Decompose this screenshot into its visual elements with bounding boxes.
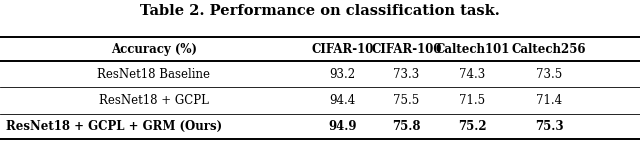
Text: 71.4: 71.4	[536, 94, 562, 107]
Text: 75.8: 75.8	[392, 120, 420, 133]
Text: 94.9: 94.9	[328, 120, 356, 133]
Text: 75.5: 75.5	[393, 94, 420, 107]
Text: 75.3: 75.3	[535, 120, 563, 133]
Text: ResNet18 Baseline: ResNet18 Baseline	[97, 68, 210, 81]
Text: 71.5: 71.5	[460, 94, 485, 107]
Text: Caltech256: Caltech256	[512, 43, 586, 56]
Text: 73.3: 73.3	[393, 68, 420, 81]
Text: Accuracy (%): Accuracy (%)	[111, 43, 196, 56]
Text: Caltech101: Caltech101	[435, 43, 509, 56]
Text: Table 2. Performance on classification task.: Table 2. Performance on classification t…	[140, 4, 500, 18]
Text: 93.2: 93.2	[330, 68, 355, 81]
Text: CIFAR-10: CIFAR-10	[311, 43, 374, 56]
Text: 74.3: 74.3	[459, 68, 486, 81]
Text: ResNet18 + GCPL + GRM (Ours): ResNet18 + GCPL + GRM (Ours)	[6, 120, 223, 133]
Text: 73.5: 73.5	[536, 68, 563, 81]
Text: 94.4: 94.4	[329, 94, 356, 107]
Text: ResNet18 + GCPL: ResNet18 + GCPL	[99, 94, 209, 107]
Text: 75.2: 75.2	[458, 120, 486, 133]
Text: CIFAR-100: CIFAR-100	[371, 43, 442, 56]
